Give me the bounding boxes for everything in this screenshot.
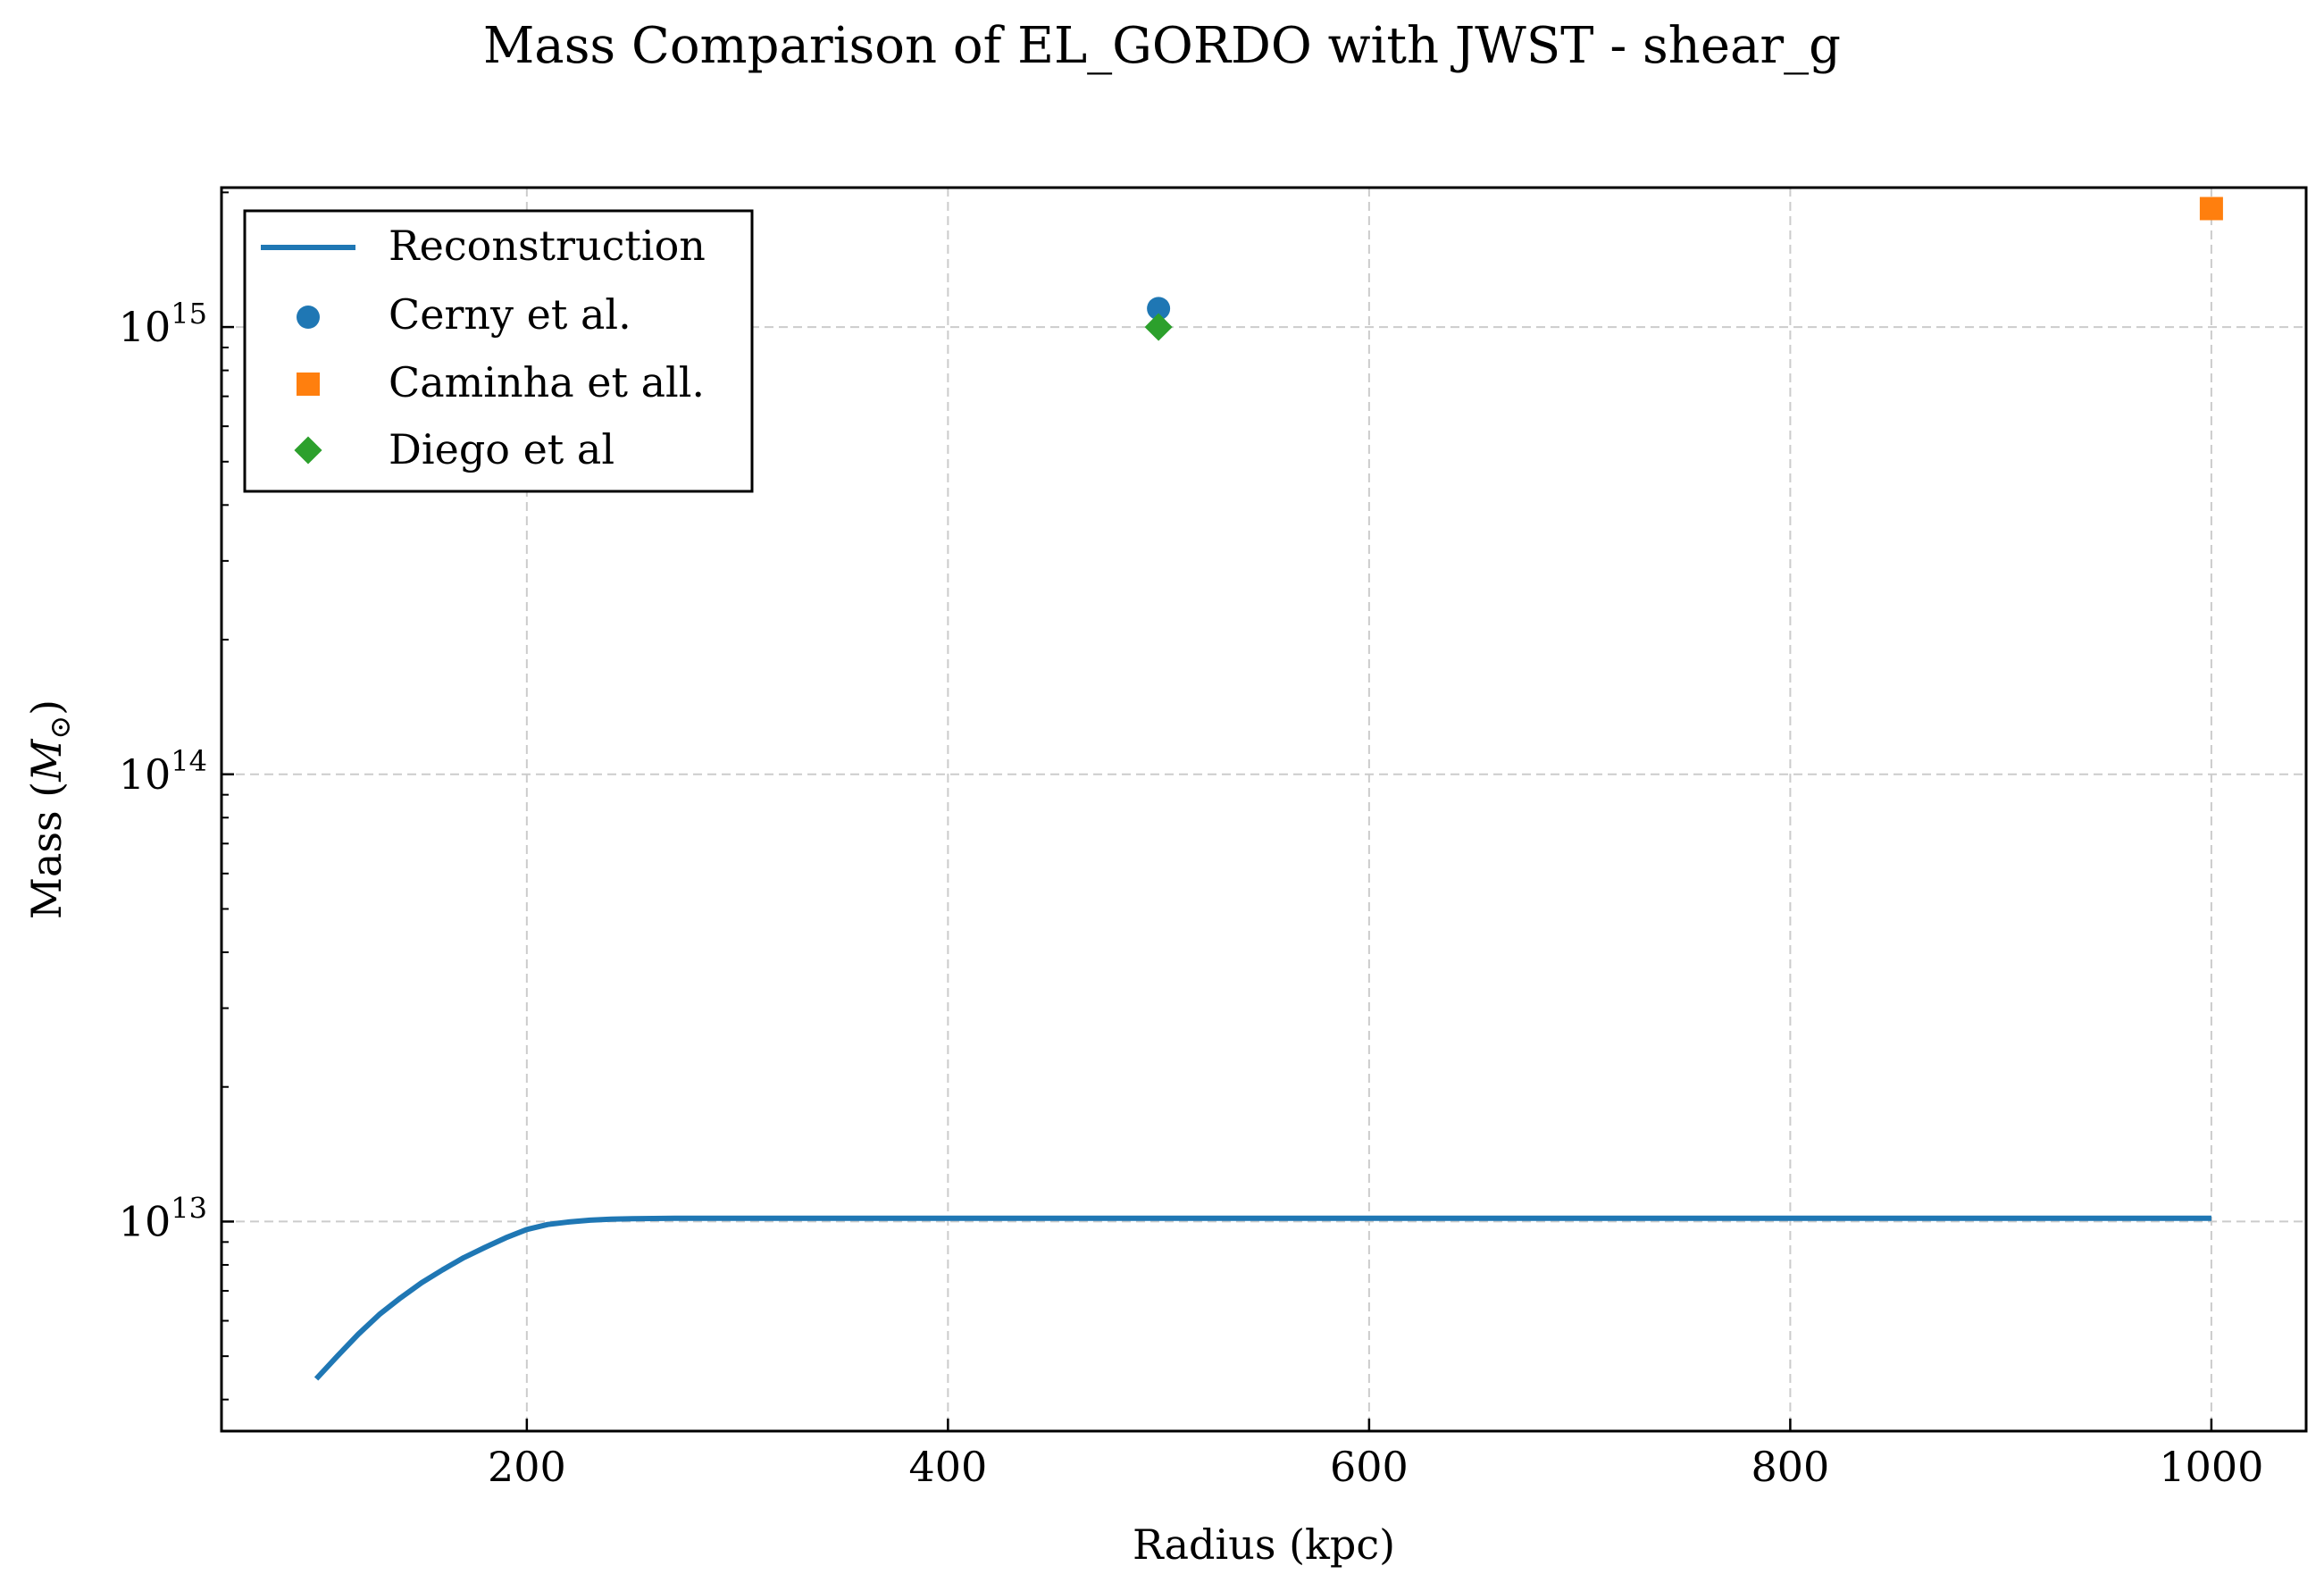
y-tick-label-base: 10 [119, 750, 171, 799]
y-tick-label-base: 10 [119, 303, 171, 351]
y-tick-label: 1013 [119, 1191, 207, 1245]
legend-label-reconstruction: Reconstruction [389, 222, 706, 270]
legend-label-caminha: Caminha et all. [389, 358, 705, 406]
legend-marker-cerny [297, 306, 320, 329]
legend-marker-diego [294, 436, 322, 465]
x-tick-label: 400 [908, 1443, 987, 1491]
x-tick-label: 600 [1330, 1443, 1409, 1491]
y-tick-label-exponent: 14 [171, 744, 207, 778]
y-axis-label-close: ) [22, 699, 71, 716]
axes-frame [220, 186, 2308, 1433]
chart-title: Mass Comparison of EL_GORDO with JWST - … [483, 17, 1841, 75]
x-axis-ticks: 200 400 600 800 1000 [488, 1419, 2263, 1491]
plot-area [313, 197, 2223, 1381]
y-tick-label-exponent: 13 [171, 1191, 207, 1225]
y-axis-label-subscript: ⊙ [43, 716, 77, 740]
legend: Reconstruction Cerny et al. Caminha et a… [243, 209, 754, 493]
legend-label-diego: Diego et al [389, 425, 614, 473]
data-point-diego [1144, 313, 1173, 341]
legend-box [243, 209, 754, 493]
y-axis-label: Mass (M⊙) [22, 699, 77, 919]
y-tick-label: 1014 [119, 744, 207, 799]
data-point-caminha [2199, 197, 2223, 221]
legend-label-cerny: Cerny et al. [389, 290, 631, 339]
series-line-reconstruction [313, 1215, 2211, 1381]
y-axis-label-text: Mass ( [22, 782, 71, 919]
x-tick-label: 200 [488, 1443, 566, 1491]
x-axis-label: Radius (kpc) [1133, 1520, 1395, 1569]
y-tick-label: 1015 [119, 297, 207, 351]
x-tick-label: 800 [1751, 1443, 1829, 1491]
x-tick-label: 1000 [2159, 1443, 2263, 1491]
legend-marker-caminha [297, 373, 320, 396]
y-axis-label-symbol: M [22, 738, 71, 783]
y-tick-label-base: 10 [119, 1197, 171, 1245]
data-point-cerny [1147, 297, 1171, 321]
y-tick-label-exponent: 15 [171, 297, 207, 331]
